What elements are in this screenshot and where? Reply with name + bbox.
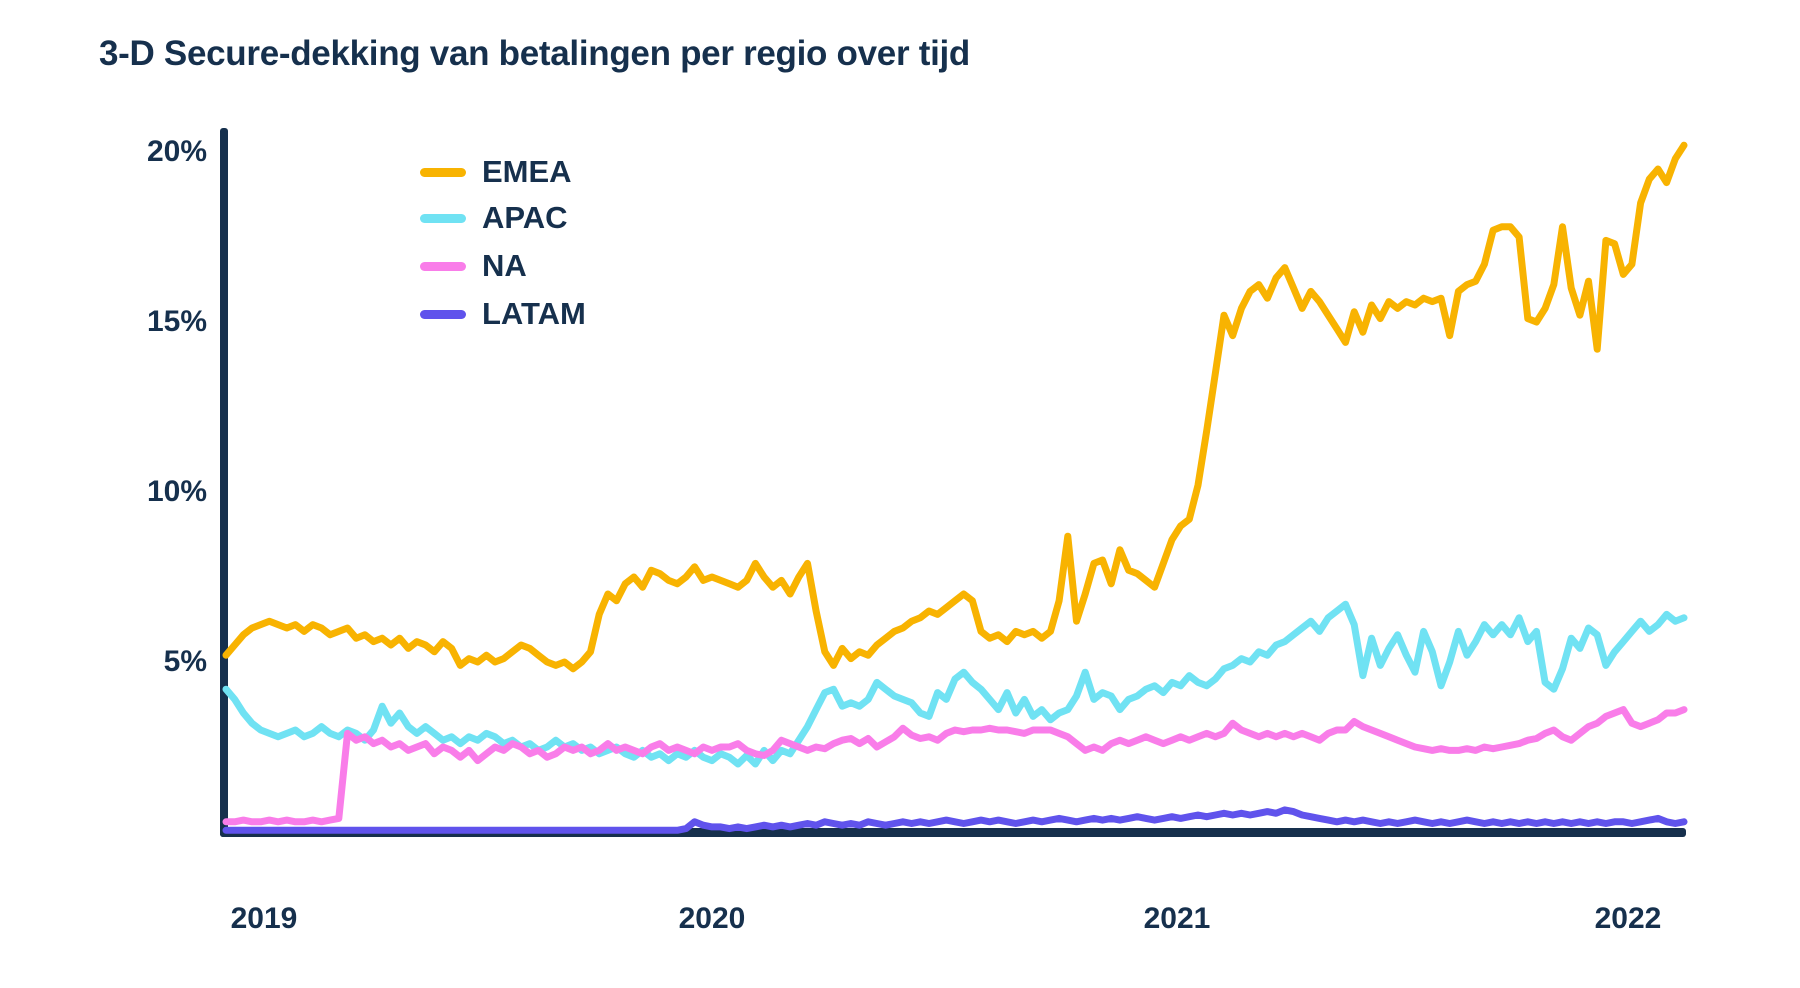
series-line-na	[222, 706, 1688, 826]
legend-label-latam: LATAM	[482, 296, 586, 331]
na-line-swatch-icon	[420, 261, 466, 271]
y-axis-line	[220, 128, 228, 837]
legend-label-na: NA	[482, 248, 527, 283]
series-line-apac	[222, 600, 1688, 768]
legend-item-emea: EMEA	[420, 152, 572, 192]
legend-label-apac: APAC	[482, 200, 568, 235]
apac-line-swatch-icon	[420, 213, 466, 223]
x-tick-2021: 2021	[1143, 902, 1211, 935]
series-line-latam	[222, 806, 1688, 834]
chart-title: 3-D Secure-dekking van betalingen per re…	[99, 34, 970, 73]
legend-item-latam: LATAM	[420, 294, 586, 334]
legend-item-apac: APAC	[420, 198, 568, 238]
emea-line-swatch-icon	[420, 167, 466, 177]
y-tick-15: 15%	[146, 305, 207, 338]
legend-item-na: NA	[420, 246, 527, 286]
x-tick-2022: 2022	[1594, 902, 1662, 935]
y-tick-10: 10%	[146, 475, 207, 508]
series-line-emea	[222, 141, 1688, 673]
x-tick-2019: 2019	[230, 902, 298, 935]
y-tick-5: 5%	[163, 645, 207, 678]
x-tick-2020: 2020	[678, 902, 746, 935]
latam-line-swatch-icon	[420, 309, 466, 319]
y-tick-20: 20%	[146, 135, 207, 168]
legend-label-emea: EMEA	[482, 154, 572, 189]
